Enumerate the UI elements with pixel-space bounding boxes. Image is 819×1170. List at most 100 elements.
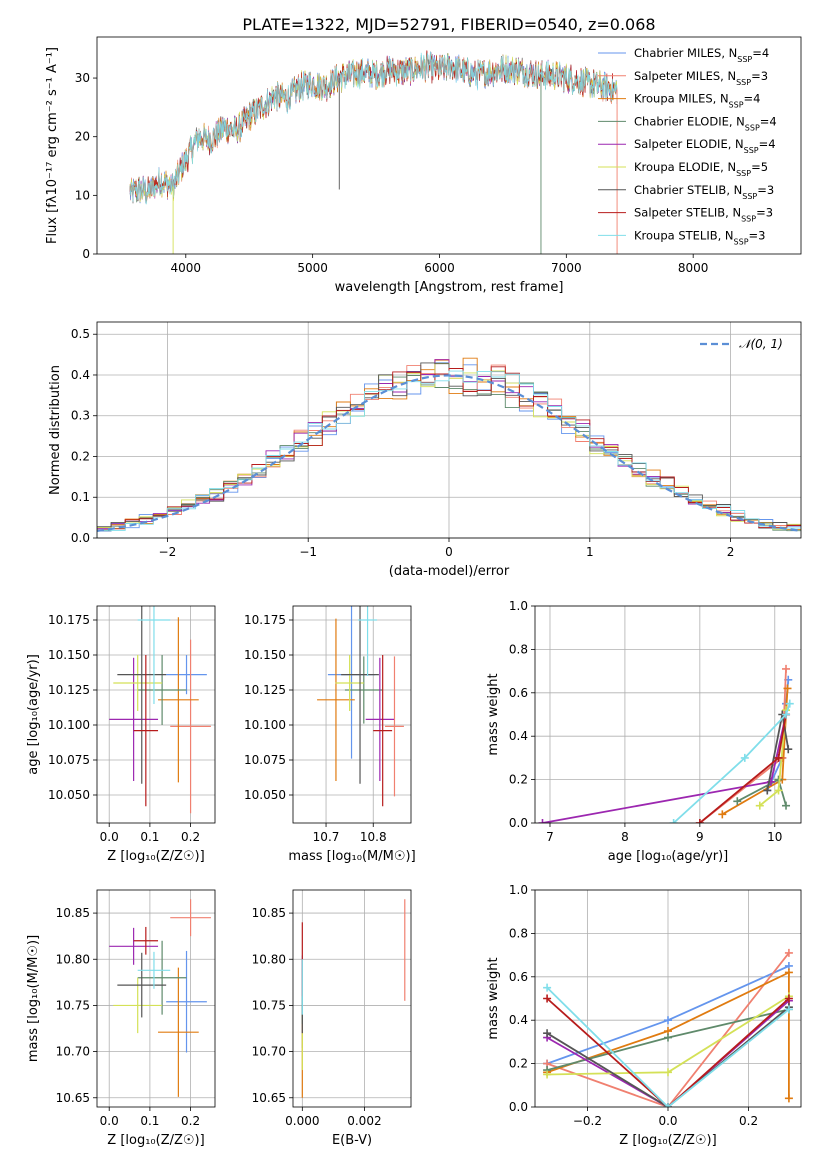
y-tick-label: 10.80 xyxy=(56,952,90,966)
weight-marker xyxy=(785,699,794,708)
y-axis-label: Flux [fλ10⁻¹⁷ erg cm⁻² s⁻¹ A⁻¹] xyxy=(45,47,60,244)
data-point xyxy=(158,967,199,1097)
axes-frame xyxy=(292,605,412,824)
x-axis-label: Z [log₁₀(Z/Z☉)] xyxy=(107,1133,204,1148)
data-point xyxy=(335,655,364,711)
legend-label-text: Salpeter MILES, N xyxy=(634,69,736,83)
weight-marker xyxy=(664,1068,672,1077)
weight-marker xyxy=(763,786,772,795)
axes-mass-vs-Z: 0.0 0.1 0.2 10.65 10.70 10.75 10.80 10.85 Z [log… xyxy=(26,889,216,1148)
legend-label-ssp: =3 xyxy=(756,206,773,220)
legend-label-ssp: =3 xyxy=(757,183,774,197)
weight-marker xyxy=(783,684,792,693)
reference-legend-label: 𝒩(0, 1) xyxy=(739,337,783,351)
x-tick-label: 4000 xyxy=(171,261,202,275)
y-axis-label: age [log₁₀(age/yr)] xyxy=(26,654,41,775)
y-tick-label: 10.70 xyxy=(252,1045,286,1059)
y-axis-label: mass weight xyxy=(486,957,501,1039)
x-tick-label: 0.002 xyxy=(347,1114,381,1128)
x-tick-label: 6000 xyxy=(424,261,455,275)
y-tick-label: 10.75 xyxy=(56,998,90,1012)
legend-label-text: Kroupa STELIB, N xyxy=(634,228,734,242)
legend-label-subscript: SSP xyxy=(734,237,749,246)
legend-label-ssp: =4 xyxy=(759,137,776,151)
legend-label-ssp: =3 xyxy=(749,228,766,242)
weight-marker xyxy=(774,753,783,762)
axes-spectrum: 4000 5000 6000 7000 8000 0 10 20 30 wavelength [A… xyxy=(45,36,802,295)
y-tick-label: 10.100 xyxy=(48,718,90,732)
legend-label-subscript: SSP xyxy=(745,123,760,132)
legend-label-subscript: SSP xyxy=(744,146,759,155)
legend-label: Salpeter STELIB, NSSP=3 xyxy=(634,206,773,224)
y-tick-label: 0.4 xyxy=(509,729,528,743)
x-tick-label: 7000 xyxy=(551,261,582,275)
weight-marker xyxy=(782,710,791,719)
x-axis-label: wavelength [Angstrom, rest frame] xyxy=(335,280,564,295)
weight-marker xyxy=(538,819,547,823)
x-axis-label: (data-model)/error xyxy=(389,564,510,579)
y-tick-label: 0.0 xyxy=(509,816,528,830)
y-tick-label: 20 xyxy=(75,130,90,144)
axes-mass-vs-ebv: 0.000 0.002 10.65 10.70 10.75 10.80 10.85 E(B-V… xyxy=(252,889,412,1148)
y-tick-label: 10.100 xyxy=(244,718,286,732)
axes-age-vs-mass: 10.7 10.8 10.050 10.075 10.100 10.125 10.150 10… xyxy=(244,605,416,864)
axes-mass-weight-vs-Z: −0.2 0.0 0.2 0.0 0.2 0.4 0.6 0.8 1.0 Z [log₁₀(Z/Z… xyxy=(486,883,802,1148)
axes-frame xyxy=(534,605,802,824)
weight-marker xyxy=(774,786,783,795)
data-point xyxy=(166,655,207,695)
weight-line xyxy=(721,688,789,816)
data-point xyxy=(170,639,211,814)
plot-area-mass-vs-Z xyxy=(109,899,211,1097)
data-point xyxy=(109,927,159,965)
spectrum-line xyxy=(129,51,618,205)
x-tick-label: 1 xyxy=(586,545,594,559)
axes-frame xyxy=(534,889,802,1108)
plot-area-residuals xyxy=(97,357,801,538)
weight-marker xyxy=(543,994,552,1003)
weight-marker xyxy=(669,819,678,823)
weight-line xyxy=(672,703,791,823)
y-tick-label: 10.175 xyxy=(244,613,286,627)
legend-label-text: Chabrier ELODIE, N xyxy=(634,114,745,128)
data-point xyxy=(137,940,187,1015)
legend-label-text: Chabrier MILES, N xyxy=(634,46,737,60)
y-tick-label: 10.65 xyxy=(252,1091,286,1105)
legend-label-ssp: =4 xyxy=(752,46,769,60)
x-axis-label: mass [log₁₀(M/M☉)] xyxy=(288,849,415,864)
y-tick-label: 0.6 xyxy=(509,686,528,700)
y-tick-label: 0.3 xyxy=(71,409,90,423)
histogram-step xyxy=(97,362,801,538)
legend-label-text: Salpeter ELODIE, N xyxy=(634,137,744,151)
y-tick-label: 10.150 xyxy=(244,648,286,662)
weight-line xyxy=(546,952,790,1107)
x-tick-label: 0.2 xyxy=(181,1114,200,1128)
weight-marker xyxy=(782,801,791,810)
x-tick-label: −2 xyxy=(159,545,177,559)
weight-marker xyxy=(784,994,793,1003)
y-tick-label: 0.1 xyxy=(71,490,90,504)
y-tick-label: 30 xyxy=(75,71,90,85)
legend-label-subscript: SSP xyxy=(729,100,744,109)
plot-area-mass-vs-ebv xyxy=(301,899,406,1098)
data-point xyxy=(373,655,393,807)
legend-label-ssp: =5 xyxy=(751,160,768,174)
y-tick-label: 0.2 xyxy=(71,449,90,463)
x-axis-label: age [log₁₀(age/yr)] xyxy=(608,849,729,864)
legend-label-subscript: SSP xyxy=(742,191,757,200)
legend-label: Kroupa MILES, NSSP=4 xyxy=(634,92,760,110)
weight-marker xyxy=(784,948,793,957)
y-tick-label: 10.050 xyxy=(48,788,90,802)
x-tick-label: 0.1 xyxy=(140,1114,159,1128)
data-point xyxy=(317,618,355,781)
legend-label: Chabrier ELODIE, NSSP=4 xyxy=(634,114,777,131)
y-tick-label: 0.5 xyxy=(71,327,90,341)
x-tick-label: 10 xyxy=(767,830,782,844)
axes-residuals: −2 −1 0 1 2 0.0 0.1 0.2 0.3 0.4 0.5 (data-model)/er… xyxy=(48,321,802,579)
data-point xyxy=(170,899,211,937)
x-tick-label: 9 xyxy=(696,830,704,844)
x-tick-label: 0 xyxy=(445,545,453,559)
legend-label-text: Kroupa ELODIE, N xyxy=(634,160,736,174)
weight-marker xyxy=(755,801,764,810)
data-point xyxy=(158,617,199,783)
